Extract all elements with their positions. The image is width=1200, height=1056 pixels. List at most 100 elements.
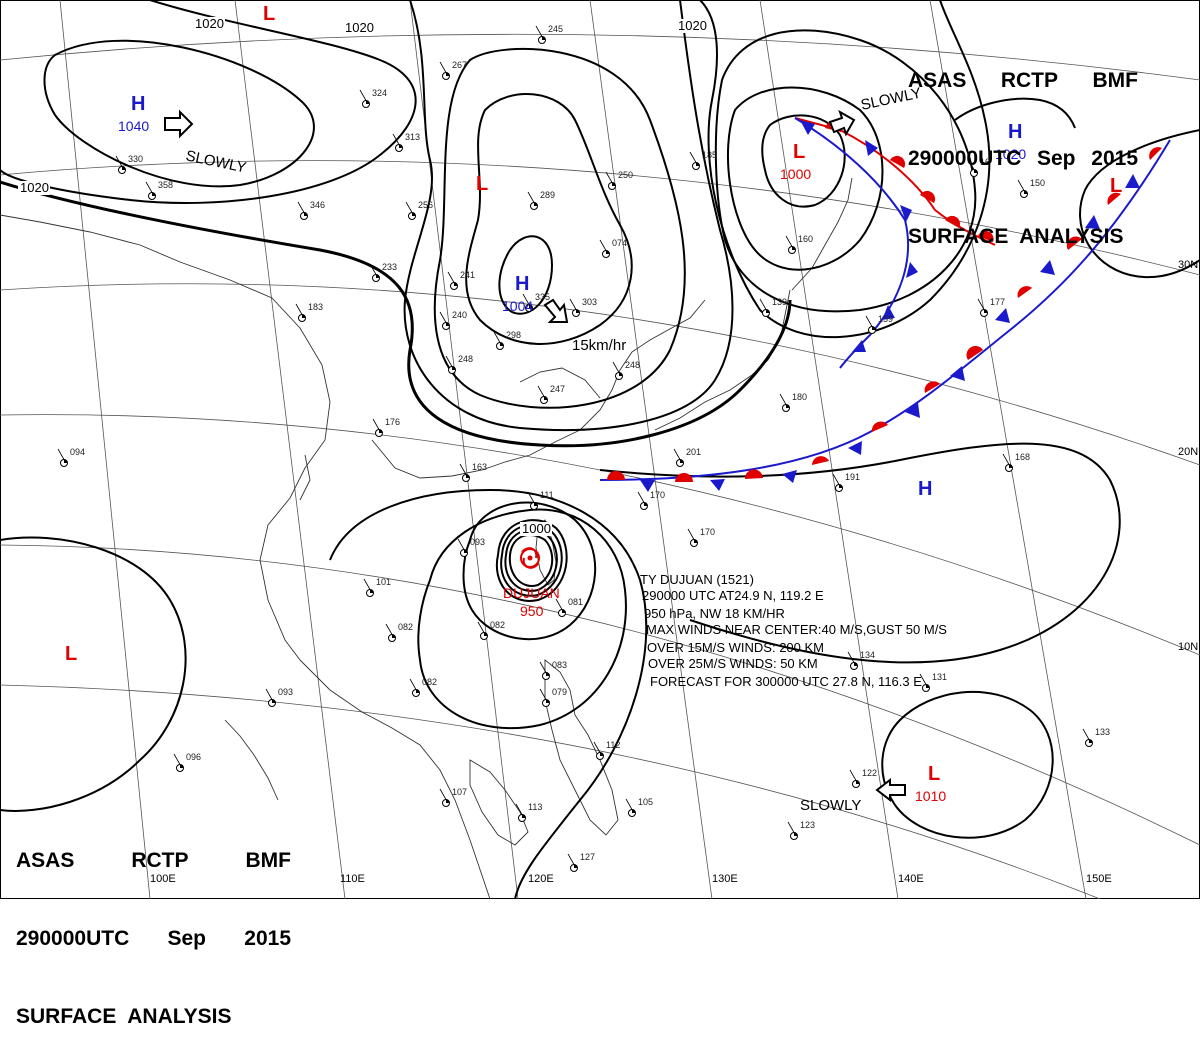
- station-pressure: 191: [845, 472, 860, 482]
- station-pressure: 105: [638, 797, 653, 807]
- station-pressure: 083: [552, 660, 567, 670]
- station-pressure: 079: [552, 687, 567, 697]
- coastlines: [0, 177, 853, 899]
- cloud-cover-icon: [122, 166, 126, 170]
- station-pressure: 298: [506, 330, 521, 340]
- center-pressure-value: 1004: [502, 298, 533, 314]
- station-pressure: 093: [278, 687, 293, 697]
- wind-barb-icon: [527, 491, 535, 503]
- station-pressure: 160: [798, 234, 813, 244]
- station-pressure: 127: [580, 852, 595, 862]
- header-time: 290000UTC: [908, 147, 1022, 170]
- isobar-label: 1020: [345, 20, 374, 35]
- isobar-label: 1020: [195, 16, 224, 31]
- wind-barb-icon: [593, 741, 601, 753]
- station-plot: 113: [515, 802, 542, 822]
- movement-label: 15km/hr: [572, 337, 626, 354]
- center-pressure-value: 1010: [915, 788, 946, 804]
- isobar-label-bg: [676, 19, 708, 33]
- station-pressure: 233: [382, 262, 397, 272]
- station-pressure: 16: [980, 157, 990, 167]
- station-pressure: 250: [618, 170, 633, 180]
- wind-barb-icon: [392, 133, 400, 145]
- station-pressure: 094: [70, 447, 85, 457]
- station-plot: 123: [787, 820, 815, 840]
- station-plot: 160: [785, 234, 813, 254]
- cloud-cover-icon: [416, 689, 420, 693]
- wind-barb-icon: [625, 798, 633, 810]
- station-plot: 201: [673, 447, 701, 467]
- wind-barb-icon: [687, 528, 695, 540]
- station-plot: 094: [57, 447, 85, 467]
- station-pressure: 170: [650, 490, 665, 500]
- station-pressure: 074: [612, 238, 627, 248]
- station-pressure: 123: [800, 820, 815, 830]
- lon-label: 110E: [340, 873, 365, 885]
- station-pressure: 289: [540, 190, 555, 200]
- wind-barb-icon: [1017, 179, 1025, 191]
- cloud-cover-icon: [454, 282, 458, 286]
- station-pressure: 180: [792, 392, 807, 402]
- header-code: BMF: [245, 849, 292, 872]
- station-plot: 335: [522, 292, 550, 312]
- low-pressure-center: L: [793, 141, 805, 163]
- cloud-cover-icon: [546, 672, 550, 676]
- station-pressure: 183: [308, 302, 323, 312]
- station-pressure: 330: [128, 154, 143, 164]
- wind-barb-icon: [409, 678, 417, 690]
- station-pressure: 111: [540, 490, 554, 500]
- wind-barb-icon: [522, 293, 530, 305]
- station-pressure: 107: [452, 787, 467, 797]
- cloud-cover-icon: [974, 169, 978, 173]
- typhoon-bulletin-line-1: TY DUJUAN (1521): [640, 572, 754, 587]
- station-pressure: 358: [158, 180, 173, 190]
- header-station: RCTP: [1000, 69, 1059, 92]
- isobar-label: 1020: [678, 18, 707, 33]
- cloud-cover-icon: [446, 799, 450, 803]
- station-pressure: 335: [535, 292, 550, 302]
- station-pressure: 093: [470, 537, 485, 547]
- station-plot: 150: [1017, 178, 1045, 198]
- station-pressure: 139: [772, 297, 787, 307]
- lat-label: 10N: [1178, 641, 1198, 653]
- station-plot: 134: [847, 650, 875, 670]
- cloud-cover-icon: [534, 202, 538, 206]
- cloud-cover-icon: [302, 314, 306, 318]
- station-plot: 191: [832, 472, 860, 492]
- high-pressure-center: H: [515, 273, 529, 295]
- station-plot: 176: [372, 417, 400, 437]
- cloud-cover-icon: [794, 832, 798, 836]
- cloud-cover-icon: [64, 459, 68, 463]
- wind-barb-icon: [832, 473, 840, 485]
- cloud-cover-icon: [786, 404, 790, 408]
- station-plot: 101: [363, 577, 391, 597]
- station-pressure: 134: [860, 650, 875, 660]
- cloud-cover-icon: [680, 459, 684, 463]
- wind-barb-icon: [689, 151, 697, 163]
- station-plot: 133: [1082, 727, 1110, 747]
- wind-barb-icon: [569, 298, 577, 310]
- cloud-cover-icon: [366, 100, 370, 104]
- station-plot: 170: [637, 490, 665, 510]
- station-plot: 245: [535, 24, 563, 44]
- station-plot: 105: [625, 797, 653, 817]
- cloud-cover-icon: [856, 780, 860, 784]
- station-plot: 303: [569, 297, 597, 317]
- isobar-label: 1000: [522, 521, 551, 536]
- lat-label: 30N: [1178, 259, 1198, 271]
- typhoon-name-label: DUJUAN: [503, 585, 560, 601]
- lon-label: 130E: [712, 873, 738, 885]
- station-plot: 131: [919, 672, 947, 692]
- isobar-label-bg: [343, 21, 375, 35]
- low-pressure-center: L: [928, 763, 940, 785]
- wind-barb-icon: [555, 598, 563, 610]
- cloud-cover-icon: [392, 634, 396, 638]
- high-pressure-center: H: [918, 478, 932, 500]
- cloud-cover-icon: [534, 502, 538, 506]
- header-top-right: ASAS RCTP BMF 290000UTC Sep 2015 SURFACE…: [908, 16, 1138, 276]
- movement-arrows: [164, 109, 906, 803]
- wind-barb-icon: [865, 315, 873, 327]
- station-pressure: 248: [625, 360, 640, 370]
- station-pressure: 133: [1095, 727, 1110, 737]
- station-pressure: 122: [862, 768, 877, 778]
